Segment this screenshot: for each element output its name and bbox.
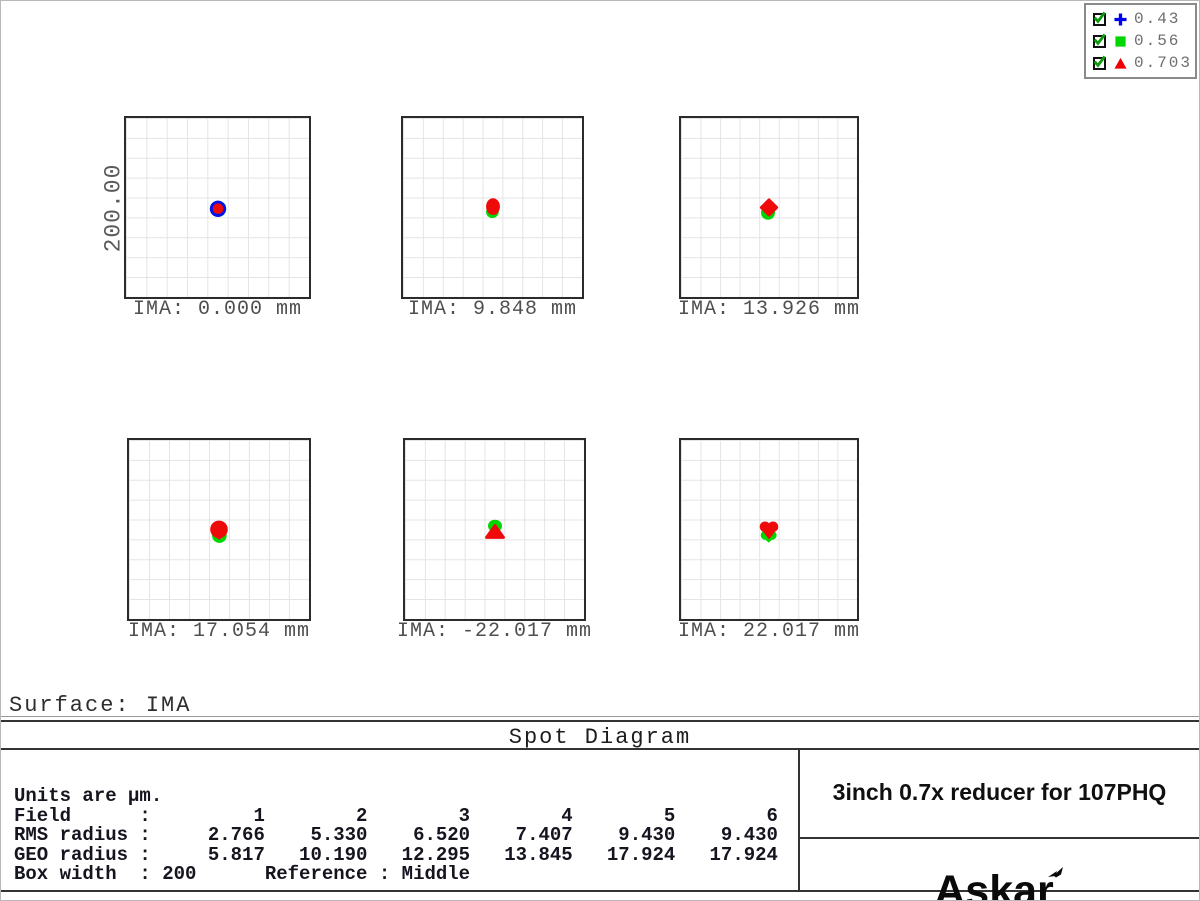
legend-wavelength-label: 0.43 [1134, 10, 1181, 28]
divider-bottom [1, 890, 1199, 892]
legend-triangle-icon [1113, 57, 1127, 70]
ima-label: IMA: 9.848 mm [407, 298, 578, 321]
spot-box-field-4: IMA: 17.054 mm [127, 438, 311, 643]
spot-box-field-2: IMA: 9.848 mm [401, 116, 584, 321]
legend-item: 0.43 [1093, 10, 1195, 28]
spot-data-table: Units are µm. Field : 1 2 3 4 5 6 RMS ra… [14, 785, 778, 885]
legend-item: 0.703 [1093, 54, 1195, 72]
spot-box-field-5: IMA: -22.017 mm [397, 438, 591, 643]
spot-box-field-3: IMA: 13.926 mm [678, 116, 859, 321]
divider-title-top [1, 720, 1199, 722]
askar-logo: Askar [798, 841, 1199, 901]
ima-label: IMA: -22.017 mm [396, 620, 593, 643]
divider-footer-vertical [798, 750, 800, 890]
divider-thin [1, 716, 1199, 717]
askar-logo-text: Askar [934, 867, 1054, 901]
legend-wavelength-label: 0.703 [1134, 54, 1193, 72]
spot-cluster [484, 519, 505, 539]
spot-cluster [210, 520, 228, 543]
wavelength-legend: 0.43 0.56 0.703 [1084, 3, 1197, 79]
ima-label: IMA: 13.926 mm [677, 298, 861, 321]
divider-brand [798, 837, 1199, 839]
spot-cluster [759, 198, 779, 220]
rocket-icon [1047, 841, 1065, 890]
legend-checkbox[interactable] [1093, 11, 1106, 26]
spot-cluster [759, 521, 779, 543]
spot-box-field-6: IMA: 22.017 mm [678, 438, 859, 643]
spot-cluster [485, 197, 500, 218]
spot-cluster [209, 200, 226, 217]
product-title: 3inch 0.7x reducer for 107PHQ [832, 779, 1167, 805]
legend-plus-icon [1113, 12, 1127, 26]
legend-checkbox[interactable] [1093, 33, 1106, 48]
ima-label: IMA: 0.000 mm [132, 298, 303, 321]
scale-bar-label: 200.00 [100, 163, 127, 253]
divider-title-bottom [1, 748, 1199, 750]
legend-checkbox[interactable] [1093, 55, 1106, 70]
ima-label: IMA: 17.054 mm [127, 620, 311, 643]
legend-item: 0.56 [1093, 32, 1195, 50]
surface-label: Surface: IMA [9, 693, 192, 718]
ima-label: IMA: 22.017 mm [677, 620, 861, 643]
legend-square-icon [1113, 35, 1127, 48]
plot-title: Spot Diagram [508, 725, 692, 750]
legend-wavelength-label: 0.56 [1134, 32, 1181, 50]
spot-box-field-1: IMA: 0.000 mm [124, 116, 311, 321]
